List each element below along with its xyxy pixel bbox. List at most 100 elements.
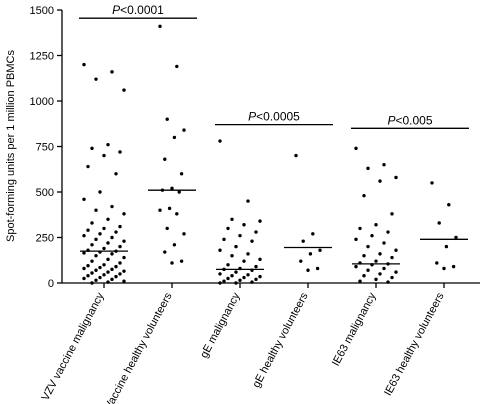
data-point	[82, 233, 86, 238]
data-point	[122, 279, 126, 283]
data-point	[378, 179, 382, 183]
data-point	[366, 268, 370, 272]
data-point	[94, 254, 98, 258]
data-point	[102, 263, 106, 267]
data-point	[242, 259, 246, 263]
data-point	[250, 280, 254, 284]
data-point	[254, 264, 258, 269]
data-point	[390, 212, 394, 216]
data-point	[102, 153, 106, 158]
data-point	[94, 77, 98, 81]
y-axis-title: Spot-forming units per 1 million PBMCs	[5, 50, 17, 242]
data-point	[82, 62, 86, 67]
data-point	[362, 254, 366, 258]
data-point	[182, 232, 186, 236]
data-point	[177, 190, 181, 194]
data-point	[86, 164, 90, 169]
data-point	[106, 280, 110, 284]
data-point	[90, 271, 94, 275]
data-point	[238, 233, 242, 238]
data-point	[106, 241, 110, 245]
data-point	[106, 217, 110, 221]
data-point	[106, 270, 110, 274]
data-point	[226, 226, 230, 231]
data-point	[98, 190, 102, 194]
data-point	[234, 281, 238, 285]
data-point	[114, 172, 118, 176]
data-point	[86, 228, 90, 232]
data-point	[390, 255, 394, 260]
data-point	[165, 226, 169, 231]
data-point	[437, 221, 441, 225]
data-point	[238, 278, 242, 282]
data-point	[165, 117, 169, 121]
data-point	[246, 252, 250, 256]
data-point	[386, 280, 390, 284]
x-tick-label: Vaccine healthy volunteers	[103, 290, 175, 404]
data-point	[163, 250, 167, 254]
data-point	[175, 64, 179, 69]
data-point	[106, 257, 110, 262]
data-point	[94, 208, 98, 212]
data-point	[90, 243, 94, 247]
data-point	[354, 146, 358, 151]
data-point	[98, 265, 102, 270]
data-point	[315, 266, 320, 271]
data-point	[430, 181, 434, 185]
data-point	[122, 269, 126, 273]
data-point	[122, 239, 126, 243]
data-point	[82, 251, 86, 255]
data-point	[226, 276, 230, 281]
data-point	[354, 237, 358, 242]
data-point	[158, 24, 162, 29]
data-point	[118, 244, 122, 249]
data-point	[110, 235, 114, 240]
data-point	[222, 237, 226, 242]
data-point	[90, 281, 94, 285]
y-tick-label: 750	[36, 142, 54, 154]
data-point	[230, 217, 234, 221]
data-point	[167, 206, 172, 211]
data-point	[218, 139, 222, 143]
data-point	[110, 204, 114, 209]
significance-label: P<0.005	[387, 113, 432, 127]
data-point	[172, 243, 177, 247]
data-point	[308, 252, 313, 256]
data-point	[258, 274, 262, 279]
y-tick-label: 500	[36, 187, 54, 199]
data-point	[122, 255, 126, 260]
data-point	[394, 248, 398, 252]
data-point	[234, 270, 238, 274]
data-point	[102, 273, 106, 277]
data-point	[382, 163, 386, 167]
data-point	[226, 263, 230, 267]
data-point	[86, 264, 90, 268]
x-tick-label: gE malignancy	[198, 290, 243, 360]
data-point	[86, 274, 90, 278]
data-point	[118, 261, 122, 265]
data-point	[172, 135, 177, 140]
data-point	[114, 274, 118, 279]
data-point	[118, 272, 122, 276]
data-point	[374, 259, 378, 263]
significance-label: P<0.0005	[248, 110, 300, 124]
data-point	[179, 172, 184, 176]
data-point	[374, 223, 378, 227]
data-point	[110, 277, 114, 282]
data-point	[242, 275, 246, 280]
data-point	[362, 274, 366, 278]
y-tick-label: 1000	[30, 96, 54, 108]
data-point	[306, 268, 310, 272]
data-point	[106, 142, 110, 147]
data-point	[218, 281, 222, 285]
data-point	[378, 272, 382, 276]
data-point	[110, 252, 114, 256]
data-point	[362, 193, 366, 198]
data-point	[390, 275, 394, 280]
data-point	[170, 186, 174, 191]
data-point	[163, 157, 167, 161]
data-point	[318, 248, 322, 252]
data-point	[254, 230, 258, 234]
data-point	[98, 275, 102, 280]
